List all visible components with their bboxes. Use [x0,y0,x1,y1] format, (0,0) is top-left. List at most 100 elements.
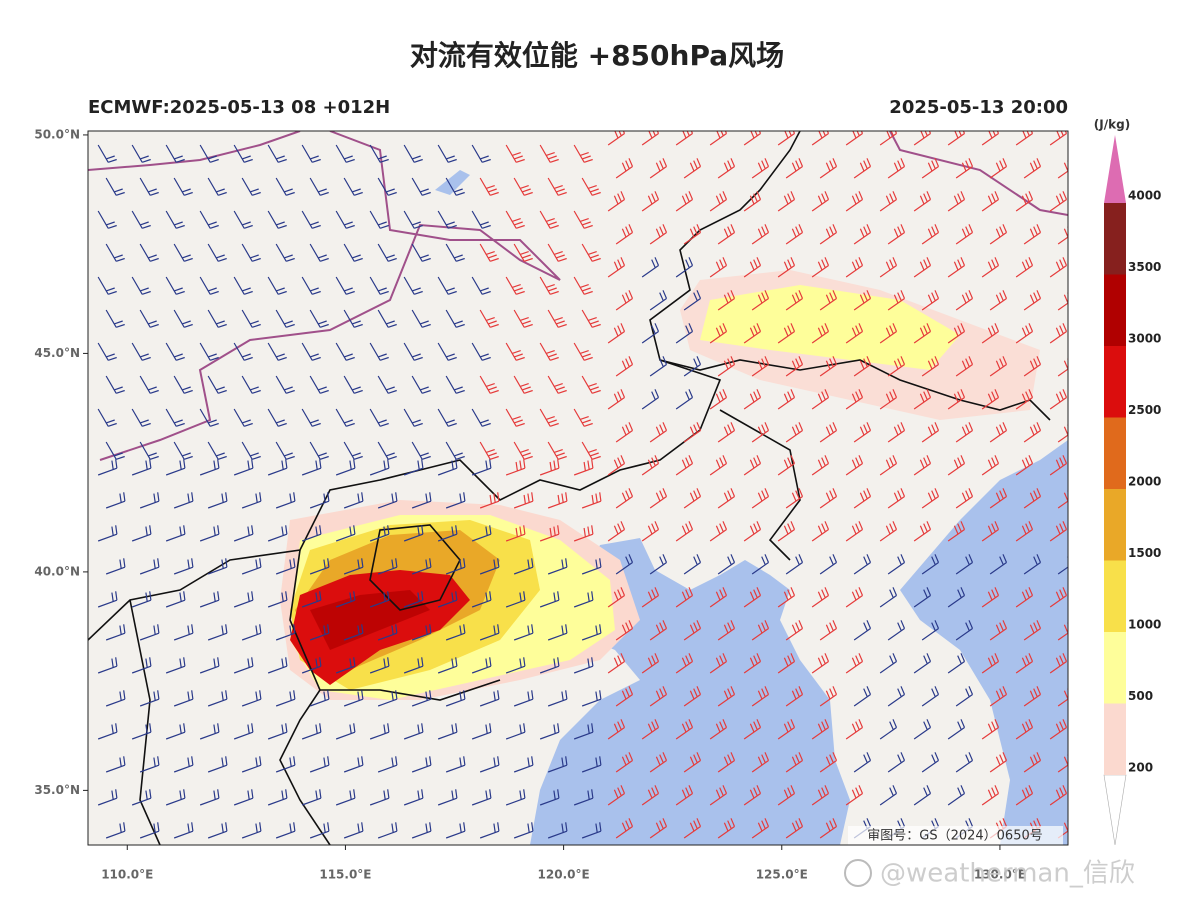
wind-barb [309,375,329,394]
wind-barb [675,191,694,212]
wind-barb [573,144,593,163]
wind-barb [921,686,940,707]
wind-barb [709,389,728,410]
wind-barb [947,521,966,542]
wind-barb [811,719,830,740]
wind-barb [981,455,1000,476]
wind-barb [275,756,296,773]
wind-barb [267,657,288,674]
wind-barb [411,177,431,196]
wind-barb [845,587,864,608]
wind-barb [581,756,602,773]
wind-barb [683,818,702,839]
wind-barb [505,657,526,674]
wind-barb [845,257,864,278]
wind-barb [607,587,626,608]
wind-barb [887,158,906,179]
wind-barb [615,686,634,707]
wind-barb [309,822,330,839]
wind-barb [1049,719,1068,740]
wind-barb [1057,688,1068,707]
wind-barb [989,356,1008,377]
wind-barb [377,177,397,196]
wind-barb [343,756,364,773]
wind-barb [275,309,295,328]
wind-barb [139,822,160,839]
wind-barb [343,177,363,196]
wind-barb [539,459,560,476]
wind-barb [471,525,492,542]
wind-barb [1023,158,1042,179]
wind-barb [267,342,287,361]
wind-barb [649,290,668,311]
wind-barb [1057,490,1068,509]
wind-barb [165,657,186,674]
wind-barb [437,144,457,163]
wind-barb [981,191,1000,212]
wind-barb [411,624,432,641]
wind-barb [921,752,940,773]
wind-barb [709,587,728,608]
wind-barb [267,408,287,427]
wind-barb [207,558,228,575]
wind-barb [233,723,254,740]
wind-barb [913,587,932,608]
wind-barb [411,441,431,460]
wind-barb [777,131,796,146]
wind-barb [1023,488,1042,509]
wind-barb [173,441,193,460]
wind-barb [887,290,906,311]
wind-barb [1015,455,1034,476]
wind-barb [437,210,457,229]
colorbar: 200 500 1000 1500 2000 2500 3000 3500 4000 [1103,135,1161,846]
y-tick-label: 45.0°N [34,346,80,360]
wind-barb [377,756,398,773]
colorbar-segment [1104,417,1126,489]
wind-barb [921,620,940,641]
wind-barb [301,408,321,427]
wind-barb [479,756,500,773]
wind-barb [539,276,559,295]
wind-barb [709,323,728,344]
wind-barb [879,257,898,278]
wind-barb [683,290,702,311]
wind-barb [233,591,254,608]
wind-barb [887,752,906,773]
wind-barb [139,558,160,575]
wind-barb [785,818,804,839]
wind-barb [879,587,898,608]
wind-barb [675,455,694,476]
wind-barb [97,723,118,740]
wind-barb [819,356,838,377]
wind-barb [641,455,660,476]
wind-barb [377,375,397,394]
wind-barb [1057,754,1068,773]
wind-barb [471,723,492,740]
wind-barb [581,822,602,839]
wind-barb [105,624,126,641]
wind-barb [717,356,736,377]
wind-barb [369,210,389,229]
review-box [848,826,1063,845]
wind-barb [819,752,838,773]
wind-barb [309,177,329,196]
wind-barb [547,375,567,394]
wind-barb [913,191,932,212]
wind-barb [547,558,568,575]
wind-barb [309,756,330,773]
wind-barb [505,723,526,740]
wind-barb [981,389,1000,410]
wind-barb [683,488,702,509]
wind-barb [513,492,534,509]
wind-barb [819,554,838,575]
wind-barb [921,158,940,179]
wind-barb [879,653,898,674]
colorbar-label: 1500 [1128,546,1161,560]
wind-barb [811,653,830,674]
wind-barb [785,686,804,707]
wind-barb [131,723,152,740]
wind-barb [411,243,431,262]
wind-barb [199,459,220,476]
wind-barb [989,620,1008,641]
wind-barb [879,131,898,146]
